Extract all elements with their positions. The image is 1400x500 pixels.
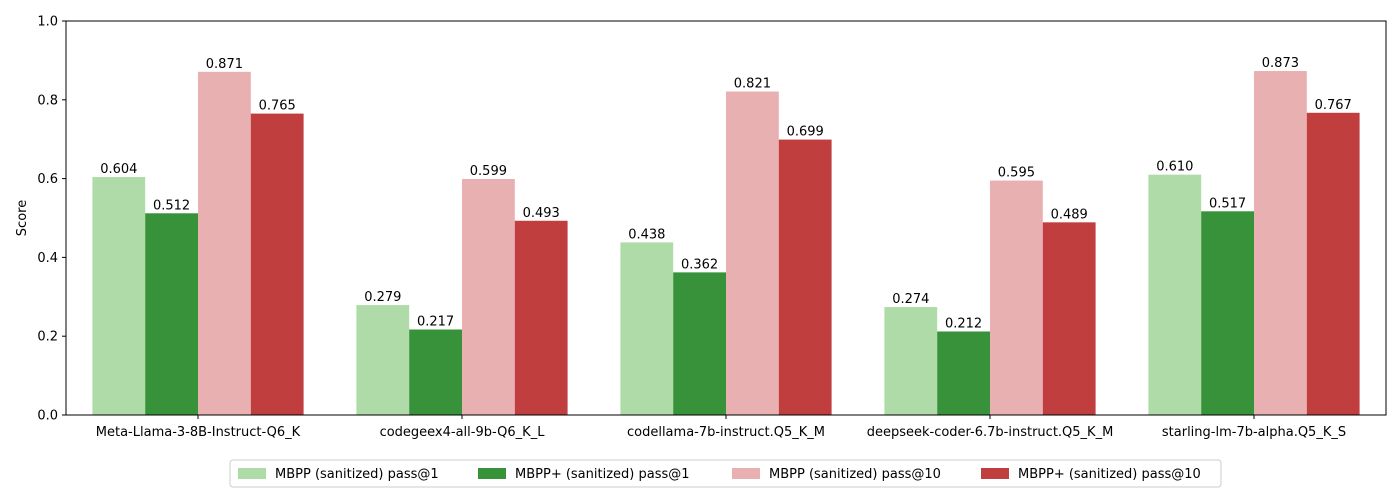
data-label-series-1-category-5: 0.610 <box>1156 160 1193 175</box>
bar-series-1-category-5 <box>1148 174 1202 415</box>
axes-layer: 0.0 0.2 0.4 0.6 0.8 1.0 Meta-Llama-3-8B-Instru… <box>37 15 1387 440</box>
legend-label-series-2: MBPP+ (sanitized) pass@1 <box>515 467 690 482</box>
bar-series-1-category-1 <box>92 177 146 415</box>
bar-series-3-category-2 <box>462 178 515 415</box>
bar-series-4-category-2 <box>514 220 568 415</box>
legend-swatch-series-2 <box>478 468 506 479</box>
y-tick-label: 1.0 <box>37 15 58 30</box>
legend-label-series-1: MBPP (sanitized) pass@1 <box>275 467 439 482</box>
data-label-series-4-category-3: 0.699 <box>787 125 824 140</box>
data-label-series-1-category-2: 0.279 <box>364 290 401 305</box>
y-tick-label: 0.8 <box>37 93 58 108</box>
data-label-series-4-category-2: 0.493 <box>523 206 560 221</box>
x-tick-label: codellama-7b-instruct.Q5_K_M <box>627 425 825 440</box>
data-label-series-2-category-4: 0.212 <box>945 316 982 331</box>
plot-frame <box>65 20 1387 416</box>
legend-swatch-series-3 <box>732 468 760 479</box>
data-label-series-1-category-3: 0.438 <box>628 227 665 242</box>
data-label-series-3-category-2: 0.599 <box>470 164 507 179</box>
bar-series-1-category-3 <box>620 242 674 415</box>
bar-series-4-category-4 <box>1042 222 1096 415</box>
bar-series-3-category-5 <box>1254 71 1307 416</box>
legend-frame <box>229 459 1222 488</box>
data-label-series-1-category-1: 0.604 <box>100 162 137 177</box>
bar-series-4-category-5 <box>1306 112 1360 415</box>
bar-series-2-category-2 <box>409 329 462 415</box>
bars-layer <box>92 71 1360 416</box>
bar-series-4-category-1 <box>250 113 304 415</box>
y-axis-title-group: Score <box>15 200 30 236</box>
legend: MBPP (sanitized) pass@1 MBPP+ (sanitized)… <box>229 459 1222 488</box>
bar-series-2-category-5 <box>1201 211 1254 415</box>
bar-series-2-category-4 <box>937 331 990 415</box>
bar-series-3-category-3 <box>726 91 779 415</box>
x-tick-label: starling-lm-7b-alpha.Q5_K_S <box>1162 425 1346 440</box>
data-label-series-2-category-2: 0.217 <box>417 315 454 330</box>
x-tick-label: Meta-Llama-3-8B-Instruct-Q6_K <box>96 425 301 440</box>
x-tick-label: codegeex4-all-9b-Q6_K_L <box>380 425 546 440</box>
data-label-series-2-category-3: 0.362 <box>681 257 718 272</box>
data-label-series-4-category-5: 0.767 <box>1315 98 1352 113</box>
data-label-series-4-category-4: 0.489 <box>1051 207 1088 222</box>
y-tick-label: 0.0 <box>37 409 58 424</box>
data-label-series-3-category-5: 0.873 <box>1262 56 1299 71</box>
bar-series-3-category-4 <box>990 180 1043 415</box>
bar-series-1-category-4 <box>884 307 938 415</box>
data-label-series-2-category-5: 0.517 <box>1209 196 1246 211</box>
legend-swatch-series-4 <box>981 468 1009 479</box>
legend-label-series-4: MBPP+ (sanitized) pass@10 <box>1018 467 1201 482</box>
bar-series-2-category-1 <box>145 213 198 415</box>
y-tick-label: 0.2 <box>37 330 58 345</box>
y-tick-label: 0.6 <box>37 172 58 187</box>
data-labels-layer: 0.604 0.279 0.438 0.274 0.610 0.512 0.217 0.362… <box>100 56 1352 331</box>
bar-series-1-category-2 <box>356 305 410 415</box>
data-label-series-3-category-4: 0.595 <box>998 166 1035 181</box>
bar-series-4-category-3 <box>778 139 832 415</box>
data-label-series-2-category-1: 0.512 <box>153 198 190 213</box>
x-tick-label: deepseek-coder-6.7b-instruct.Q5_K_M <box>867 425 1114 440</box>
legend-swatch-series-1 <box>238 468 266 479</box>
bar-series-2-category-3 <box>673 272 726 415</box>
data-label-series-4-category-1: 0.765 <box>259 99 296 114</box>
data-label-series-3-category-3: 0.821 <box>734 77 771 92</box>
data-label-series-3-category-1: 0.871 <box>206 57 243 72</box>
data-label-series-1-category-4: 0.274 <box>892 292 929 307</box>
y-axis-title: Score <box>15 200 30 236</box>
bar-series-3-category-1 <box>198 71 251 416</box>
legend-label-series-3: MBPP (sanitized) pass@10 <box>769 467 941 482</box>
y-tick-label: 0.4 <box>37 251 58 266</box>
